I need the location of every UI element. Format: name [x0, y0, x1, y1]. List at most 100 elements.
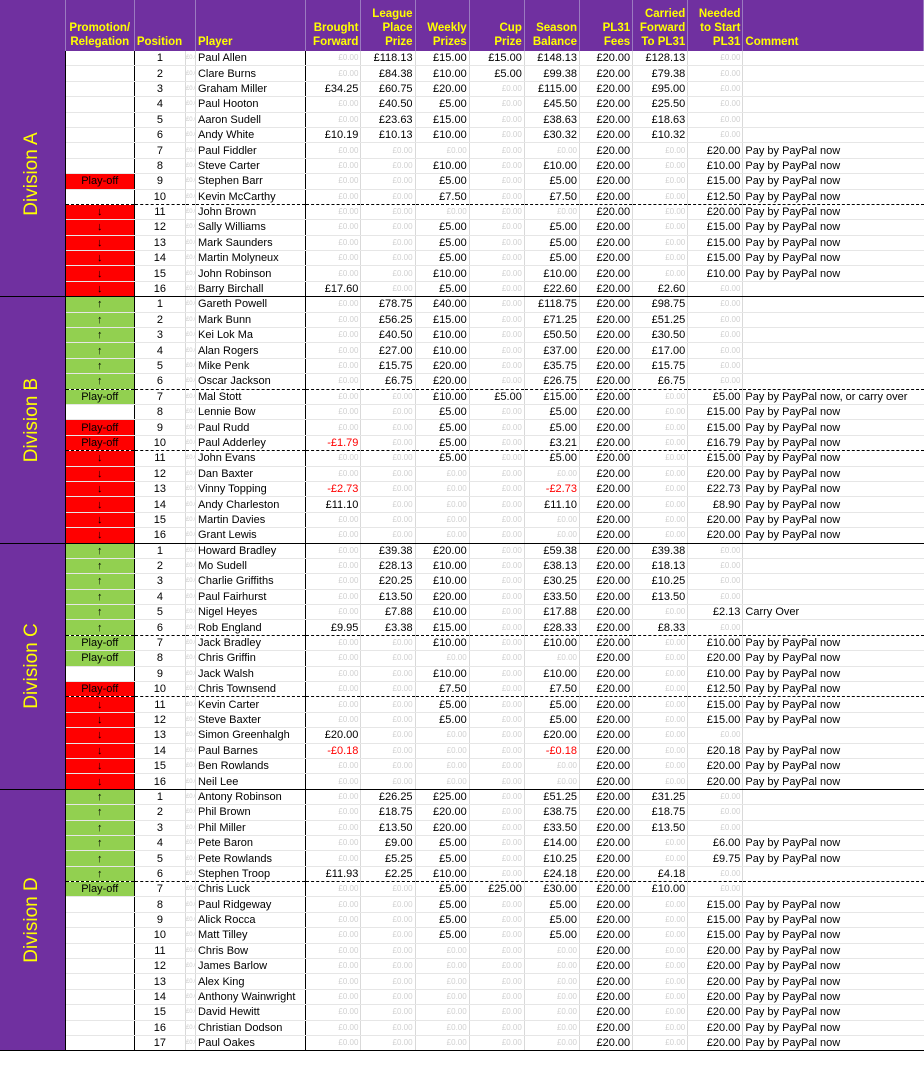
cup-prize-cell[interactable]: £0.00: [469, 265, 525, 282]
spacer-cell[interactable]: £0.00: [185, 850, 196, 867]
promotion-status-cell[interactable]: ↓: [65, 696, 135, 713]
season-balance-cell[interactable]: £0.00: [524, 512, 580, 529]
league-place-prize-cell[interactable]: £0.00: [360, 912, 416, 929]
position-cell[interactable]: 12: [134, 712, 186, 729]
player-name-cell[interactable]: Ben Rowlands: [195, 758, 307, 775]
pl31-fees-cell[interactable]: £20.00: [579, 189, 634, 205]
pl31-fees-cell[interactable]: £20.00: [579, 265, 634, 282]
promotion-status-cell[interactable]: [65, 1020, 135, 1037]
season-balance-cell[interactable]: £0.00: [524, 527, 580, 544]
weekly-prizes-cell[interactable]: £15.00: [415, 51, 470, 67]
weekly-prizes-cell[interactable]: £10.00: [415, 327, 470, 344]
pl31-fees-cell[interactable]: £20.00: [579, 1004, 634, 1021]
comment-cell[interactable]: Pay by PayPal now: [742, 758, 924, 775]
position-cell[interactable]: 1: [134, 296, 186, 313]
position-cell[interactable]: 12: [134, 958, 186, 975]
weekly-prizes-cell[interactable]: £0.00: [415, 1020, 470, 1037]
promotion-status-cell[interactable]: Play-off: [65, 389, 135, 405]
cup-prize-cell[interactable]: £0.00: [469, 1020, 525, 1037]
position-cell[interactable]: 3: [134, 820, 186, 836]
comment-cell[interactable]: [742, 573, 924, 590]
comment-cell[interactable]: [742, 96, 924, 113]
spacer-cell[interactable]: £0.00: [185, 51, 196, 67]
comment-cell[interactable]: Pay by PayPal now: [742, 1035, 924, 1052]
season-balance-cell[interactable]: £5.00: [524, 450, 580, 467]
promotion-status-cell[interactable]: ↑: [65, 558, 135, 575]
promotion-status-cell[interactable]: [65, 943, 135, 960]
player-name-cell[interactable]: Anthony Wainwright: [195, 989, 307, 1006]
cup-prize-cell[interactable]: £0.00: [469, 604, 525, 621]
carried-forward-cell[interactable]: £0.00: [632, 404, 689, 421]
spacer-cell[interactable]: £0.00: [185, 543, 196, 559]
brought-forward-cell[interactable]: -£2.73: [305, 481, 362, 498]
spacer-cell[interactable]: £0.00: [185, 1004, 196, 1021]
brought-forward-cell[interactable]: £0.00: [305, 927, 362, 944]
brought-forward-cell[interactable]: £0.00: [305, 342, 362, 359]
season-balance-cell[interactable]: £5.00: [524, 173, 580, 190]
needed-to-start-cell[interactable]: £20.00: [687, 512, 744, 529]
pl31-fees-cell[interactable]: £20.00: [579, 142, 634, 159]
cup-prize-cell[interactable]: £0.00: [469, 327, 525, 344]
league-place-prize-cell[interactable]: £0.00: [360, 1004, 416, 1021]
league-place-prize-cell[interactable]: £27.00: [360, 342, 416, 359]
brought-forward-cell[interactable]: £0.00: [305, 650, 362, 667]
comment-cell[interactable]: [742, 820, 924, 836]
pl31-fees-cell[interactable]: £20.00: [579, 958, 634, 975]
carried-forward-cell[interactable]: £0.00: [632, 773, 689, 790]
needed-to-start-cell[interactable]: £0.00: [687, 65, 744, 82]
spacer-cell[interactable]: £0.00: [185, 127, 196, 144]
position-cell[interactable]: 2: [134, 558, 186, 575]
cup-prize-cell[interactable]: £0.00: [469, 466, 525, 482]
pl31-fees-cell[interactable]: £20.00: [579, 973, 634, 990]
cup-prize-cell[interactable]: £0.00: [469, 927, 525, 944]
carried-forward-cell[interactable]: £0.00: [632, 912, 689, 929]
league-place-prize-cell[interactable]: £0.00: [360, 989, 416, 1006]
league-place-prize-cell[interactable]: £0.00: [360, 265, 416, 282]
spacer-cell[interactable]: £0.00: [185, 142, 196, 159]
carried-forward-cell[interactable]: £15.75: [632, 358, 689, 375]
promotion-status-cell[interactable]: ↑: [65, 342, 135, 359]
season-balance-cell[interactable]: £30.32: [524, 127, 580, 144]
promotion-status-cell[interactable]: [65, 666, 135, 683]
promotion-status-cell[interactable]: ↓: [65, 450, 135, 467]
needed-to-start-cell[interactable]: £20.00: [687, 1020, 744, 1037]
pl31-fees-cell[interactable]: £20.00: [579, 619, 634, 636]
position-cell[interactable]: 1: [134, 789, 186, 806]
promotion-status-cell[interactable]: ↓: [65, 773, 135, 790]
league-place-prize-cell[interactable]: £0.00: [360, 389, 416, 405]
brought-forward-cell[interactable]: £0.00: [305, 543, 362, 559]
pl31-fees-cell[interactable]: £20.00: [579, 404, 634, 421]
spacer-cell[interactable]: £0.00: [185, 312, 196, 329]
spacer-cell[interactable]: £0.00: [185, 342, 196, 359]
position-cell[interactable]: 6: [134, 373, 186, 390]
division-label-cell[interactable]: Division B: [0, 296, 66, 544]
promotion-status-cell[interactable]: [65, 989, 135, 1006]
player-name-cell[interactable]: Stephen Barr: [195, 173, 307, 190]
carried-forward-cell[interactable]: £0.00: [632, 466, 689, 482]
promotion-status-cell[interactable]: Play-off: [65, 173, 135, 190]
player-name-cell[interactable]: Martin Molyneux: [195, 250, 307, 267]
spacer-cell[interactable]: £0.00: [185, 712, 196, 729]
season-balance-cell[interactable]: £118.75: [524, 296, 580, 313]
pl31-fees-cell[interactable]: £20.00: [579, 758, 634, 775]
position-cell[interactable]: 6: [134, 866, 186, 883]
pl31-fees-cell[interactable]: £20.00: [579, 96, 634, 113]
carried-forward-cell[interactable]: £0.00: [632, 265, 689, 282]
league-place-prize-cell[interactable]: £0.00: [360, 1035, 416, 1052]
season-balance-cell[interactable]: £0.00: [524, 989, 580, 1006]
brought-forward-cell[interactable]: £0.00: [305, 943, 362, 960]
cup-prize-cell[interactable]: £0.00: [469, 973, 525, 990]
position-cell[interactable]: 10: [134, 435, 186, 452]
weekly-prizes-cell[interactable]: £0.00: [415, 1035, 470, 1052]
spacer-cell[interactable]: £0.00: [185, 250, 196, 267]
cup-prize-cell[interactable]: £0.00: [469, 250, 525, 267]
position-cell[interactable]: 7: [134, 881, 186, 898]
position-cell[interactable]: 5: [134, 358, 186, 375]
player-name-cell[interactable]: James Barlow: [195, 958, 307, 975]
season-balance-cell[interactable]: £0.00: [524, 1004, 580, 1021]
spacer-cell[interactable]: £0.00: [185, 450, 196, 467]
league-place-prize-cell[interactable]: £118.13: [360, 51, 416, 67]
pl31-fees-cell[interactable]: £20.00: [579, 727, 634, 744]
carried-forward-cell[interactable]: £0.00: [632, 1035, 689, 1052]
spacer-cell[interactable]: £0.00: [185, 204, 196, 221]
